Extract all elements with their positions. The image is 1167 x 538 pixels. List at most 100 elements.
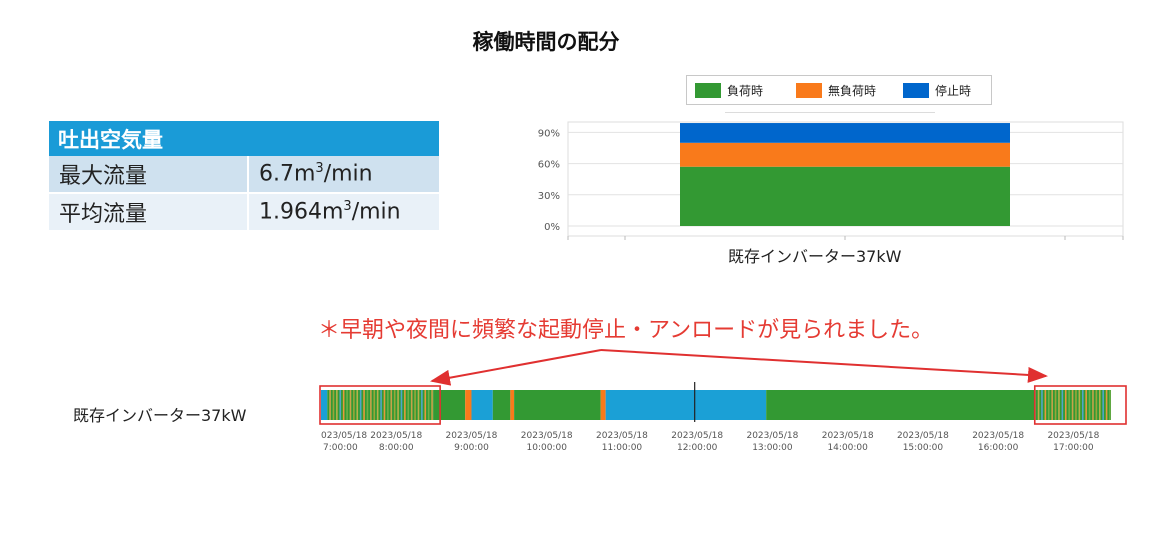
y-tick-label: 60% [538,160,560,171]
x-tick-time: 11:00:00 [602,443,643,453]
timeline-stripe [417,390,420,420]
timeline-segment-load [766,390,1036,420]
x-tick-label: 2023/05/18 9:00:00 [446,431,498,453]
x-tick-label: 2023/05/18 10:00:00 [521,431,573,453]
timeline-stripe [1098,390,1101,420]
legend-item-unload: 無負荷時 [796,82,876,100]
timeline-stripe [1051,390,1053,420]
timeline-stripe [1037,390,1040,420]
x-tick-label: 2023/05/18 16:00:00 [972,431,1024,453]
x-tick-date: 2023/05/18 [521,431,573,441]
row-value-avg: 1.964m3/min [248,193,439,232]
x-tick-label: 2023/05/18 11:00:00 [596,431,648,453]
table-row: 最大流量 6.7m3/min [49,156,439,194]
timeline-segment-unload [510,390,515,420]
timeline-stripe [1044,390,1047,420]
x-tick-date: 2023/05/18 [596,431,648,441]
timeline-stripe [1061,390,1064,420]
timeline-stripe [1088,390,1091,420]
x-tick-time: 16:00:00 [978,443,1019,453]
legend-label-load: 負荷時 [727,84,764,98]
timeline-segment-unload [600,390,606,420]
timeline-stripe [410,390,413,420]
x-tick-date: 2023/05/18 [1047,431,1099,441]
arrow-to-morning [430,349,602,386]
page-title: 稼働時間の配分 [472,30,620,54]
x-tick-label: 2023/05/18 13:00:00 [746,431,798,453]
timeline-stripe [1095,390,1098,420]
timeline-row-label: 既存インバーター37kW [73,406,247,425]
legend-item-load: 負荷時 [695,82,763,100]
avg-unit: /min [351,199,401,225]
timeline-stripe [1081,390,1084,420]
timeline-stripe [390,390,393,420]
x-tick-label: 2023/05/18 14:00:00 [822,431,874,453]
x-tick-time: 13:00:00 [752,443,793,453]
timeline-stripe [1078,390,1081,420]
timeline-stripe [1075,390,1077,420]
timeline-segment-stop [471,390,493,420]
timeline-stripe [373,390,376,420]
timeline-stripe [370,390,372,420]
timeline-stripe [366,390,369,420]
legend-swatch-load [695,83,721,98]
timeline-stripe [431,390,433,420]
timeline-stripe [1054,390,1057,420]
bar-segment-stop [680,123,1010,143]
timeline-segment-load [514,390,601,420]
x-tick-date: 2023/05/18 [972,431,1024,441]
timeline-stripe [427,390,430,420]
timeline-stripe [342,390,345,420]
timeline-stripe [1064,390,1067,420]
x-tick-time: 10:00:00 [527,443,568,453]
stacked-bar-chart: 0% 30% 60% 90% [538,121,1124,240]
timeline-stripe [421,390,423,420]
timeline-stripe [1109,390,1111,420]
timeline-stripe [393,390,396,420]
legend-swatch-stop [903,83,929,98]
max-value: 6.7m [259,161,316,187]
bar-segment-unload [680,142,1010,167]
timeline-stripe [329,390,331,420]
timeline-stripe [1041,390,1043,420]
timeline-segment-stop [321,390,328,420]
air-flow-table: 吐出空気量 最大流量 6.7m3/min 平均流量 1.964m3/min [49,121,439,232]
x-tick-date: 2023/05/18 [897,431,949,441]
timeline-stripe [387,390,389,420]
timeline-stripe [1102,390,1104,420]
timeline-stripe [1047,390,1050,420]
timeline-stripe [1058,390,1060,420]
timeline-stripe [336,390,338,420]
timeline-stripe [1068,390,1070,420]
avg-exponent: 3 [343,199,352,215]
y-tick-label: 0% [544,222,560,233]
max-unit: /min [323,161,373,187]
timeline-stripe [400,390,403,420]
x-tick-label: 2023/05/18 17:00:00 [1047,431,1099,453]
timeline-stripe [1105,390,1108,420]
arrow-to-evening [600,349,1048,383]
timeline-segment-stop [605,390,767,420]
x-tick-label: 2023/05/18 8:00:00 [370,431,422,453]
bar-segment-load [680,166,1010,226]
timeline-stripe [424,390,427,420]
annotation-text: ＊早朝や夜間に頻繁な起動停止・アンロードが見られました。 [318,318,934,343]
row-value-max: 6.7m3/min [248,156,439,194]
x-tick-date: 2023/05/18 [671,431,723,441]
timeline-chart: 023/05/187:00:002023/05/188:00:002023/05… [319,382,1127,453]
timeline-stripe [332,390,335,420]
legend-item-stop: 停止時 [903,82,971,100]
timeline-segment-load [433,390,466,420]
x-tick-label: 2023/05/18 12:00:00 [671,431,723,453]
x-tick-time: 8:00:00 [379,443,414,453]
timeline-stripe [407,390,410,420]
timeline-stripe [353,390,355,420]
x-tick-time: 14:00:00 [827,443,868,453]
y-tick-label: 30% [538,191,560,202]
timeline-stripe [383,390,386,420]
x-tick-time: 12:00:00 [677,443,718,453]
x-tick-date: 023/05/18 [321,431,367,441]
timeline-stripe [346,390,348,420]
timeline-stripe [339,390,342,420]
